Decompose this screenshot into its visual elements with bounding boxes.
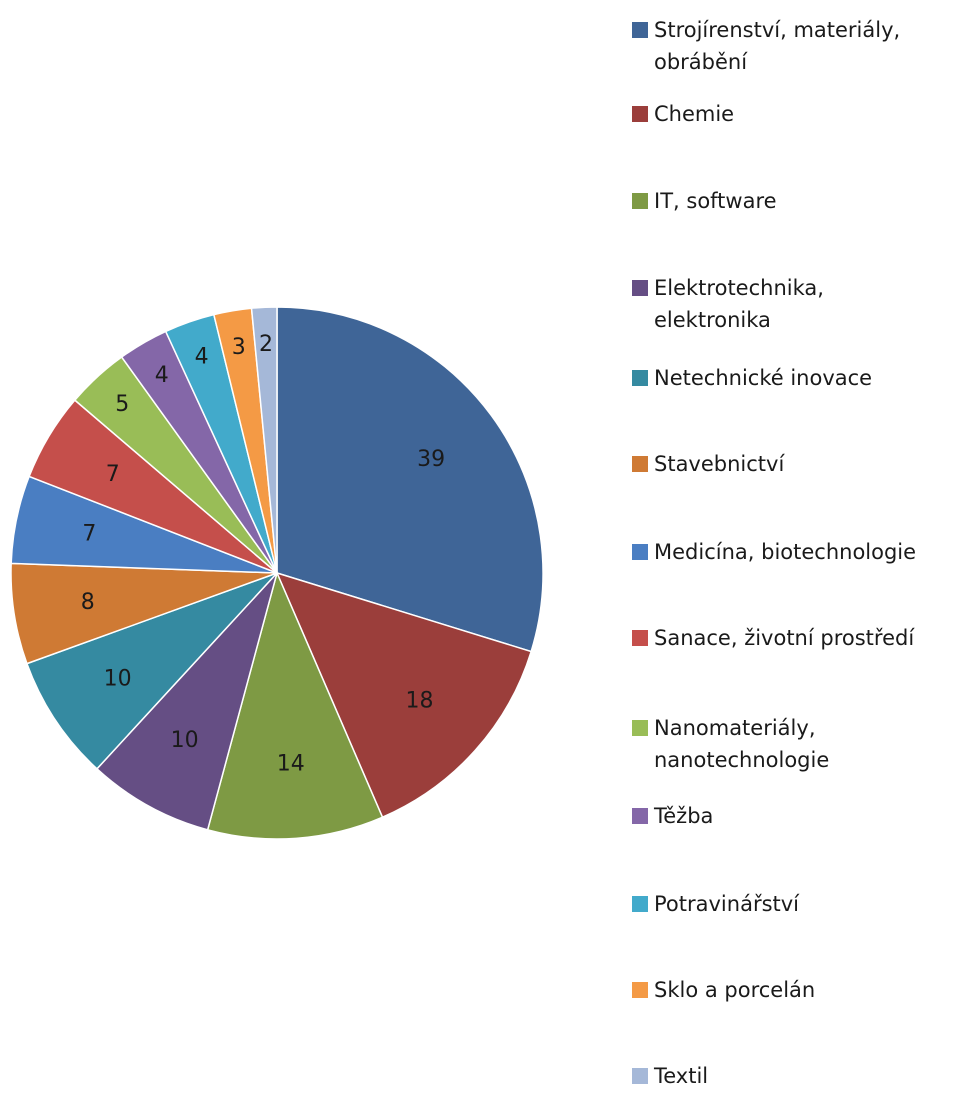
data-label-11: 4 xyxy=(195,345,209,370)
legend-label: Stavebnictví xyxy=(654,452,785,476)
legend-swatch xyxy=(632,720,648,736)
data-label-10: 4 xyxy=(155,363,169,388)
legend-swatch xyxy=(632,896,648,912)
legend-label: Chemie xyxy=(654,102,735,126)
pie-slice-5 xyxy=(25,572,278,770)
data-label-1: 39 xyxy=(417,447,445,472)
data-label-3: 14 xyxy=(277,752,305,777)
legend-swatch xyxy=(632,808,648,824)
data-label-4: 10 xyxy=(171,728,199,753)
legend-swatch xyxy=(632,630,648,646)
legend-item: Nanomateriály, nanotechnologie xyxy=(632,712,962,776)
legend-swatch xyxy=(632,22,648,38)
legend-swatch xyxy=(632,370,648,386)
data-label-7: 7 xyxy=(82,522,96,547)
legend-label: Sklo a porcelán xyxy=(654,978,816,1002)
legend-swatch xyxy=(632,1068,648,1084)
legend-label: Sanace, životní prostředí xyxy=(654,626,915,650)
data-label-8: 7 xyxy=(106,462,120,487)
pie-slice-3 xyxy=(206,570,384,840)
legend-label: Textil xyxy=(654,1064,709,1088)
legend-item: Textil xyxy=(632,1060,962,1092)
legend-label: Nanomateriály, nanotechnologie xyxy=(654,716,830,772)
data-label-9: 5 xyxy=(115,392,129,417)
legend-item: Strojírenství, materiály, obrábění xyxy=(632,14,962,78)
legend-swatch xyxy=(632,106,648,122)
pie-slice-13 xyxy=(250,306,278,574)
legend-label: Medicína, biotechnologie xyxy=(654,540,917,564)
legend-item: Těžba xyxy=(632,800,962,832)
legend-item: Netechnické inovace xyxy=(632,362,962,394)
data-label-13: 2 xyxy=(259,332,273,357)
legend-item: Medicína, biotechnologie xyxy=(632,536,962,568)
legend-item: Stavebnictví xyxy=(632,448,962,480)
legend-label: Těžba xyxy=(654,804,714,828)
legend-swatch xyxy=(632,280,648,296)
pie-slices xyxy=(10,306,544,840)
pie-slice-2 xyxy=(275,571,533,819)
legend-label: Potravinářství xyxy=(654,892,800,916)
legend-swatch xyxy=(632,193,648,209)
legend-label: IT, software xyxy=(654,189,777,213)
legend-swatch xyxy=(632,456,648,472)
legend-item: Potravinářství xyxy=(632,888,962,920)
legend-label: Strojírenství, materiály, obrábění xyxy=(654,18,901,74)
legend-swatch xyxy=(632,544,648,560)
legend: Strojírenství, materiály, obrábění Chemie… xyxy=(632,0,962,1093)
legend-item: IT, software xyxy=(632,185,962,217)
legend-item: Sklo a porcelán xyxy=(632,974,962,1006)
data-label-12: 3 xyxy=(232,335,246,360)
pie-slice-1 xyxy=(276,306,544,653)
data-label-2: 18 xyxy=(406,688,434,713)
legend-item: Chemie xyxy=(632,98,962,130)
legend-swatch xyxy=(632,982,648,998)
legend-item: Sanace, životní prostředí xyxy=(632,622,962,654)
data-label-5: 10 xyxy=(104,667,132,692)
data-label-6: 8 xyxy=(81,590,95,615)
legend-label: Elektrotechnika, elektronika xyxy=(654,276,824,332)
legend-label: Netechnické inovace xyxy=(654,366,873,390)
legend-item: Elektrotechnika, elektronika xyxy=(632,272,962,336)
pie-slice-4 xyxy=(95,572,278,831)
